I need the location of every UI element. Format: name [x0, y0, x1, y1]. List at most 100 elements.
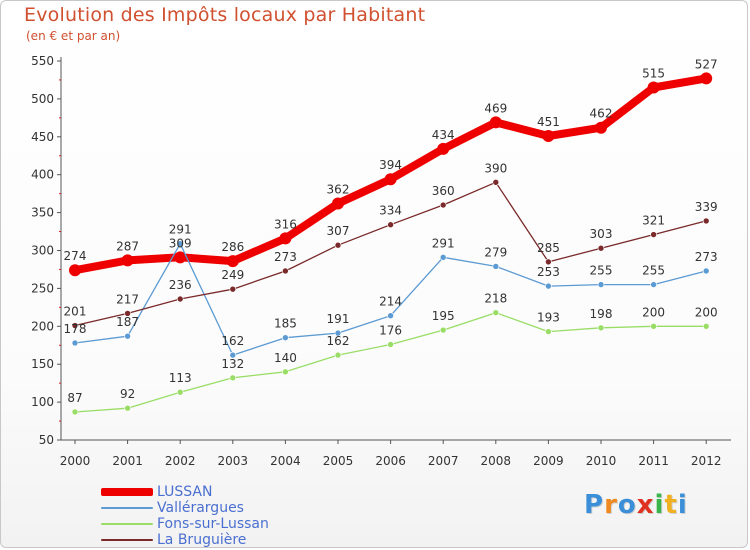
data-label: 390 — [484, 161, 507, 175]
data-label: 362 — [327, 183, 350, 197]
data-label: 309 — [169, 236, 192, 250]
data-label: 200 — [642, 305, 665, 319]
data-label: 92 — [120, 387, 135, 401]
data-label: 198 — [590, 307, 613, 321]
data-label: 255 — [642, 264, 665, 278]
data-point — [124, 310, 131, 317]
data-label: 201 — [64, 305, 87, 319]
y-tick-label: 550 — [31, 54, 54, 68]
y-tick-label: 250 — [31, 281, 54, 295]
data-point — [229, 351, 237, 359]
data-point — [71, 322, 79, 329]
logo-letter: x — [636, 490, 655, 520]
y-tick-label: 450 — [31, 130, 54, 144]
y-tick-label: 150 — [31, 357, 54, 371]
data-point — [282, 267, 289, 275]
data-point — [124, 404, 131, 412]
logo-letter: i — [677, 490, 688, 520]
data-point — [387, 341, 394, 348]
x-tick-label: 2006 — [375, 454, 406, 468]
legend-swatch — [101, 488, 153, 496]
x-tick-label: 2009 — [533, 454, 564, 468]
data-point — [332, 197, 344, 210]
data-point — [545, 328, 552, 335]
chart-legend: LUSSAN Vallérargues Fons-sur-Lussan La Brug… — [101, 484, 269, 548]
data-point — [702, 217, 710, 225]
data-label: 462 — [590, 107, 613, 121]
y-tick-label: 200 — [31, 319, 54, 333]
data-label: 321 — [642, 214, 665, 228]
data-point — [492, 263, 500, 270]
data-point — [334, 329, 342, 337]
x-tick-label: 2004 — [270, 454, 301, 468]
data-label: 178 — [64, 322, 87, 336]
data-point — [282, 368, 289, 376]
legend-item: Vallérargues — [101, 500, 269, 516]
y-tick-label: 350 — [31, 206, 54, 220]
legend-swatch — [101, 523, 153, 525]
legend-label: La Bruguière — [157, 532, 247, 548]
data-point — [282, 334, 289, 341]
data-label: 515 — [642, 67, 665, 81]
data-label: 217 — [116, 292, 139, 306]
x-tick-label: 2010 — [586, 454, 617, 468]
x-tick-label: 2000 — [60, 454, 91, 468]
data-point — [595, 121, 607, 134]
data-point — [69, 264, 81, 277]
x-tick-label: 2005 — [323, 454, 354, 468]
data-label: 285 — [537, 241, 560, 255]
data-label: 273 — [274, 250, 297, 264]
data-point — [176, 295, 184, 303]
y-tick-label: 500 — [31, 92, 54, 106]
data-point — [650, 322, 657, 330]
data-label: 469 — [484, 101, 507, 115]
data-point — [545, 258, 552, 266]
data-label: 87 — [67, 391, 82, 405]
data-label: 394 — [379, 158, 402, 172]
y-tick-label: 400 — [31, 168, 54, 182]
legend-item: LUSSAN — [101, 484, 269, 500]
data-point — [229, 285, 237, 293]
data-point — [124, 332, 131, 340]
data-label: 193 — [537, 311, 560, 325]
data-point — [439, 254, 447, 261]
data-point — [647, 81, 660, 94]
data-label: 185 — [274, 317, 297, 331]
data-point — [650, 231, 657, 238]
chart-title: Evolution des Impôts locaux par Habitant — [24, 4, 426, 26]
y-tick-label: 300 — [31, 244, 54, 258]
data-point — [702, 267, 710, 275]
data-point — [229, 374, 237, 382]
data-label: 253 — [537, 265, 560, 279]
data-point — [176, 388, 184, 396]
x-tick-label: 2011 — [638, 454, 669, 468]
data-label: 307 — [327, 224, 350, 238]
data-point — [71, 339, 79, 347]
data-point — [597, 324, 605, 332]
data-point — [489, 116, 502, 129]
legend-item: La Bruguière — [101, 532, 269, 548]
chart-subtitle: (en € et par an) — [26, 29, 121, 43]
data-label: 334 — [379, 204, 402, 218]
data-point — [542, 130, 555, 143]
legend-label: Vallérargues — [157, 500, 244, 516]
legend-label: Fons-sur-Lussan — [157, 516, 269, 532]
legend-label: LUSSAN — [157, 484, 213, 500]
data-label: 218 — [484, 292, 507, 306]
logo-letter: o — [617, 490, 637, 520]
data-point — [334, 241, 342, 249]
data-label: 236 — [169, 278, 192, 292]
data-label: 286 — [221, 240, 244, 254]
data-point — [176, 240, 184, 247]
data-label: 140 — [274, 351, 297, 365]
logo-letter: i — [654, 490, 665, 520]
data-label: 360 — [432, 184, 455, 198]
data-point — [279, 232, 292, 245]
x-tick-label: 2001 — [112, 454, 143, 468]
data-label: 339 — [695, 200, 718, 214]
data-point — [384, 173, 397, 186]
data-label: 291 — [169, 223, 192, 237]
x-tick-label: 2012 — [691, 454, 722, 468]
data-point — [226, 255, 239, 268]
